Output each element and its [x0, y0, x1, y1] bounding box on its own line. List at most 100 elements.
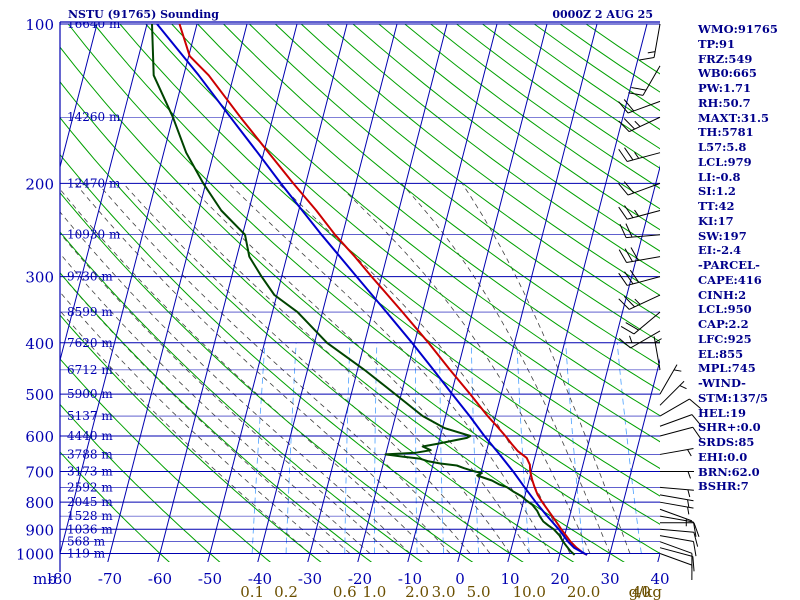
- dry-adiabat-line: [223, 23, 660, 367]
- index-value: SHR+:0.0: [698, 420, 761, 435]
- height-label: 5137 m: [67, 409, 113, 423]
- height-label: 5900 m: [67, 387, 113, 401]
- wind-barb: [620, 311, 661, 335]
- wind-barb-feather: [623, 181, 635, 194]
- wind-barb-feather: [618, 298, 630, 310]
- height-label: 10930 m: [67, 228, 121, 242]
- temperature-tick-label: 0: [455, 570, 465, 588]
- isotherm-line: [257, 23, 398, 562]
- index-value: LFC:925: [698, 331, 752, 346]
- mixing-ratio-label: 0.2: [274, 583, 298, 600]
- temperature-tick-label: -60: [148, 570, 172, 588]
- index-value: HEL:19: [698, 405, 746, 420]
- pressure-tick-label: 500: [25, 386, 54, 404]
- index-value: CAPE:416: [698, 272, 762, 287]
- wind-barb: [659, 501, 694, 515]
- wind-barb-staff: [659, 414, 693, 427]
- isotherm-line: [60, 23, 148, 363]
- index-value: MAXT:31.5: [698, 110, 769, 125]
- wind-barb-feather: [619, 223, 627, 238]
- wind-barb-feather: [618, 272, 628, 286]
- isotherm-line: [357, 23, 498, 562]
- pressure-tick-label: 600: [25, 428, 54, 446]
- wind-barb-half-feather: [634, 298, 641, 305]
- wind-barb-feather: [618, 120, 630, 132]
- dry-adiabat-line: [171, 23, 660, 417]
- index-value: L57:5.8: [698, 140, 747, 154]
- wind-barb: [659, 528, 699, 547]
- temperature-tick-label: 10: [500, 570, 519, 588]
- index-value: SRDS:85: [698, 435, 755, 449]
- moist-adiabat-line: [60, 232, 391, 554]
- mixing-ratio-label: 0.6: [333, 583, 357, 600]
- wind-barb: [619, 223, 661, 239]
- pressure-tick-label: 400: [25, 335, 54, 353]
- isotherm-lines: [60, 23, 660, 562]
- pressure-tick-label: 300: [25, 269, 54, 287]
- index-value: PW:1.71: [698, 81, 752, 95]
- mixing-ratio-label: 2.0: [405, 583, 429, 600]
- wind-barb-half-feather: [634, 209, 640, 217]
- wind-barb-feather: [628, 92, 644, 96]
- wind-barb-staff: [659, 528, 694, 533]
- sounding-traces: [151, 23, 588, 556]
- isotherm-line: [157, 23, 298, 562]
- pressure-tick-label: 200: [25, 175, 54, 193]
- height-label: 2592 m: [67, 480, 113, 494]
- wind-barb: [618, 269, 661, 286]
- wind-barb-feather: [618, 249, 627, 263]
- wind-barb: [618, 330, 661, 349]
- index-value: EHI:0.0: [698, 449, 748, 464]
- index-value: -PARCEL-: [698, 258, 760, 272]
- index-value: TP:91: [698, 36, 736, 51]
- temperature-tick-label: -40: [248, 570, 272, 588]
- wind-barb-feather: [692, 556, 695, 572]
- wind-barb-feather: [692, 521, 697, 537]
- wind-barb: [659, 380, 687, 406]
- dry-adiabat-line: [197, 23, 660, 392]
- wind-barb-half-feather: [687, 449, 692, 457]
- wind-barb-feather: [618, 206, 628, 220]
- wind-barb: [659, 508, 693, 527]
- wind-barb: [659, 448, 694, 457]
- wind-barb: [659, 426, 702, 440]
- wind-barb: [659, 547, 695, 572]
- wind-barb-feather: [624, 271, 634, 285]
- wind-barb: [618, 205, 661, 220]
- wind-barb-half-feather: [687, 499, 690, 508]
- isobar-lines: [60, 23, 660, 554]
- wind-barb-feather: [625, 322, 639, 331]
- mixing-ratio-unit-label: g/kg: [629, 583, 663, 600]
- wind-barb-feather: [689, 398, 702, 410]
- dry-adiabat-line: [274, 23, 660, 319]
- dry-adiabat-line: [67, 23, 660, 525]
- index-value: LCL:950: [698, 302, 752, 317]
- wind-barb-half-feather: [687, 506, 690, 515]
- index-value: FRZ:549: [698, 51, 753, 66]
- dry-adiabat-line: [145, 23, 660, 443]
- isotherm-line: [107, 23, 248, 562]
- wind-barb-half-feather: [634, 120, 641, 127]
- wind-barb: [659, 541, 693, 569]
- index-value: EL:855: [698, 346, 744, 361]
- temperature-tick-label: 40: [650, 570, 669, 588]
- wind-barb-feather: [692, 541, 697, 557]
- dry-adiabat-line: [60, 403, 221, 562]
- isotherm-line: [60, 23, 198, 556]
- height-label: 4440 m: [67, 429, 113, 443]
- mixing-ratio-label: 10.0: [513, 583, 546, 600]
- index-value: LCL:979: [698, 154, 752, 169]
- wind-barb-feather: [624, 205, 634, 219]
- wind-barb-feather: [631, 87, 647, 91]
- wind-barb-feather: [692, 426, 702, 440]
- wind-barb-half-feather: [687, 489, 691, 498]
- mixing-ratio-label: 3.0: [432, 583, 456, 600]
- wind-barb-feather: [623, 118, 635, 130]
- wind-barb: [659, 494, 694, 508]
- wind-barb-staff: [659, 547, 693, 557]
- height-label: 12470 m: [67, 176, 121, 190]
- height-label: 6712 m: [67, 363, 113, 377]
- height-label: 2045 m: [67, 495, 113, 509]
- temperature-tick-label: -10: [398, 570, 422, 588]
